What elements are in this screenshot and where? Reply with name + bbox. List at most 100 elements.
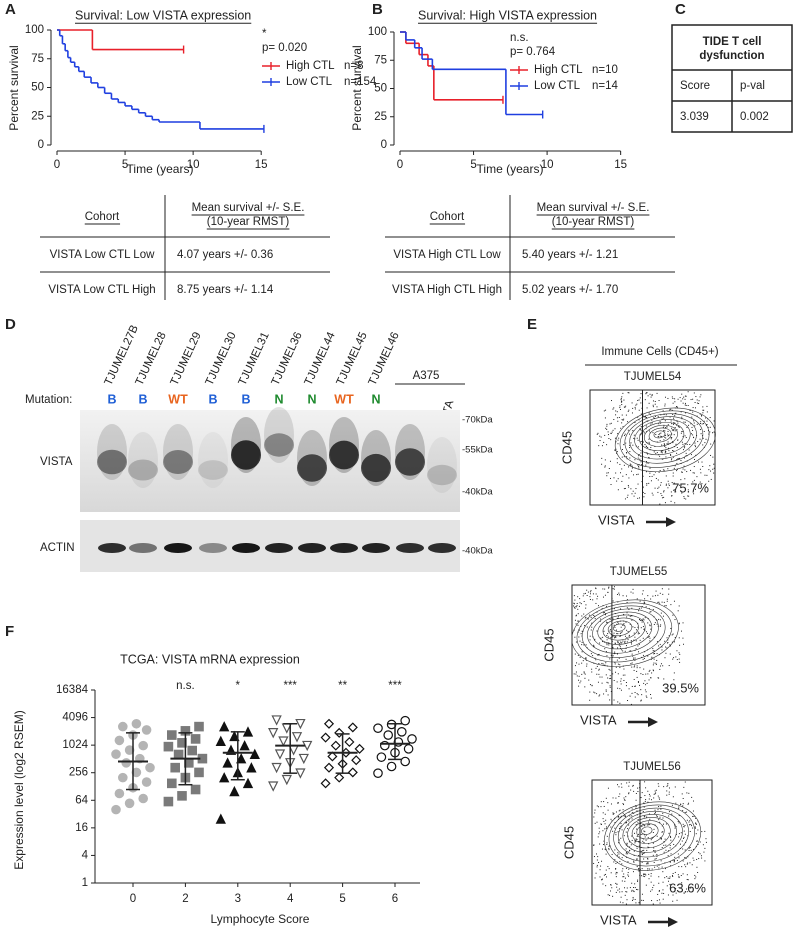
flow-dot [673, 600, 675, 602]
flow-dot [681, 793, 683, 795]
flow-dot [642, 590, 644, 592]
flow-dot [667, 642, 669, 644]
flow-dot [672, 875, 674, 877]
flow-dot [654, 487, 656, 489]
flow-dot [618, 842, 620, 844]
flow-dot [665, 605, 667, 607]
flow-dot [575, 641, 577, 643]
flow-dot [609, 675, 611, 677]
flow-dot [659, 503, 661, 505]
flow-dot [625, 414, 627, 416]
significance: *** [388, 680, 402, 692]
flow-dot [659, 455, 661, 457]
flow-dot [608, 644, 610, 646]
flow-dot [605, 427, 607, 429]
flow-dot [657, 601, 659, 603]
flow-dot [616, 458, 618, 460]
flow-dot [671, 804, 673, 806]
legend-label: Low CTL [286, 76, 333, 88]
flow-dot [606, 681, 608, 683]
flow-dot [638, 607, 640, 609]
flow-dot [640, 429, 642, 431]
flow-dot [641, 463, 643, 465]
flow-dot [640, 413, 642, 415]
flow-dot [681, 416, 683, 418]
flow-dot [610, 884, 612, 886]
flow-dot [654, 850, 656, 852]
flow-dot [596, 598, 598, 600]
flow-dot [648, 635, 650, 637]
flow-dot [605, 797, 607, 799]
y-tick-label: 1024 [62, 739, 88, 751]
flow-dot [682, 398, 684, 400]
flow-dot [644, 689, 646, 691]
flow-dot [662, 817, 664, 819]
flow-dot [686, 863, 688, 865]
flow-dot [659, 592, 661, 594]
flow-dot [637, 819, 639, 821]
flow-dot [639, 441, 641, 443]
flow-sample: TJUMEL56 [623, 761, 681, 773]
flow-dot [647, 395, 649, 397]
flow-dot [664, 605, 666, 607]
flow-dot [678, 457, 680, 459]
flow-dot [670, 604, 672, 606]
flow-dot [658, 864, 660, 866]
flow-dot [663, 841, 665, 843]
data-point [323, 718, 335, 729]
flow-dot [697, 461, 699, 463]
flow-dot [706, 420, 708, 422]
flow-dot [633, 887, 635, 889]
flow-dot [599, 831, 601, 833]
flow-dot [645, 691, 647, 693]
flow-dot [622, 624, 624, 626]
flow-dot [594, 877, 596, 879]
flow-dot [644, 781, 646, 783]
flow-dot [682, 860, 684, 862]
data-point [190, 784, 201, 795]
flow-percent: 39.5% [662, 680, 699, 695]
flow-dot [668, 665, 670, 667]
flow-dot [629, 650, 631, 652]
flow-dot [661, 866, 663, 868]
flow-dot [616, 659, 618, 661]
flow-dot [664, 640, 666, 642]
x-tick-label: 4 [287, 893, 294, 905]
flow-dot [670, 420, 672, 422]
flow-dot [597, 856, 599, 858]
flow-dot [681, 471, 683, 473]
flow-dot [663, 601, 665, 603]
flow-dot [674, 415, 676, 417]
flow-dot [693, 493, 695, 495]
flow-dot [601, 848, 603, 850]
flow-dot [656, 865, 658, 867]
flow-dot [587, 618, 589, 620]
flow-dot [612, 797, 614, 799]
flow-dot [649, 640, 651, 642]
flow-dot [574, 607, 576, 609]
flow-dot [657, 487, 659, 489]
flow-dot [606, 842, 608, 844]
flow-dot [610, 818, 612, 820]
kda-marker: -70kDa [462, 415, 493, 426]
y-tick-label: 75 [31, 53, 44, 65]
flow-dot [623, 613, 625, 615]
flow-dot [676, 406, 678, 408]
flow-dot [643, 824, 645, 826]
tide-header: Score [680, 80, 710, 92]
flow-dot [705, 841, 707, 843]
flow-dot [678, 877, 680, 879]
flow-dot [609, 685, 611, 687]
flow-dot [659, 816, 661, 818]
flow-dot [682, 622, 684, 624]
flow-dot [581, 630, 583, 632]
flow-dot [650, 423, 652, 425]
flow-dot [622, 595, 624, 597]
y-tick-label: 100 [368, 26, 387, 38]
flow-dot [641, 593, 643, 595]
flow-dot [690, 399, 692, 401]
flow-dot [667, 441, 669, 443]
flow-dot [676, 468, 678, 470]
flow-dot [632, 588, 634, 590]
mutation: N [307, 392, 316, 406]
